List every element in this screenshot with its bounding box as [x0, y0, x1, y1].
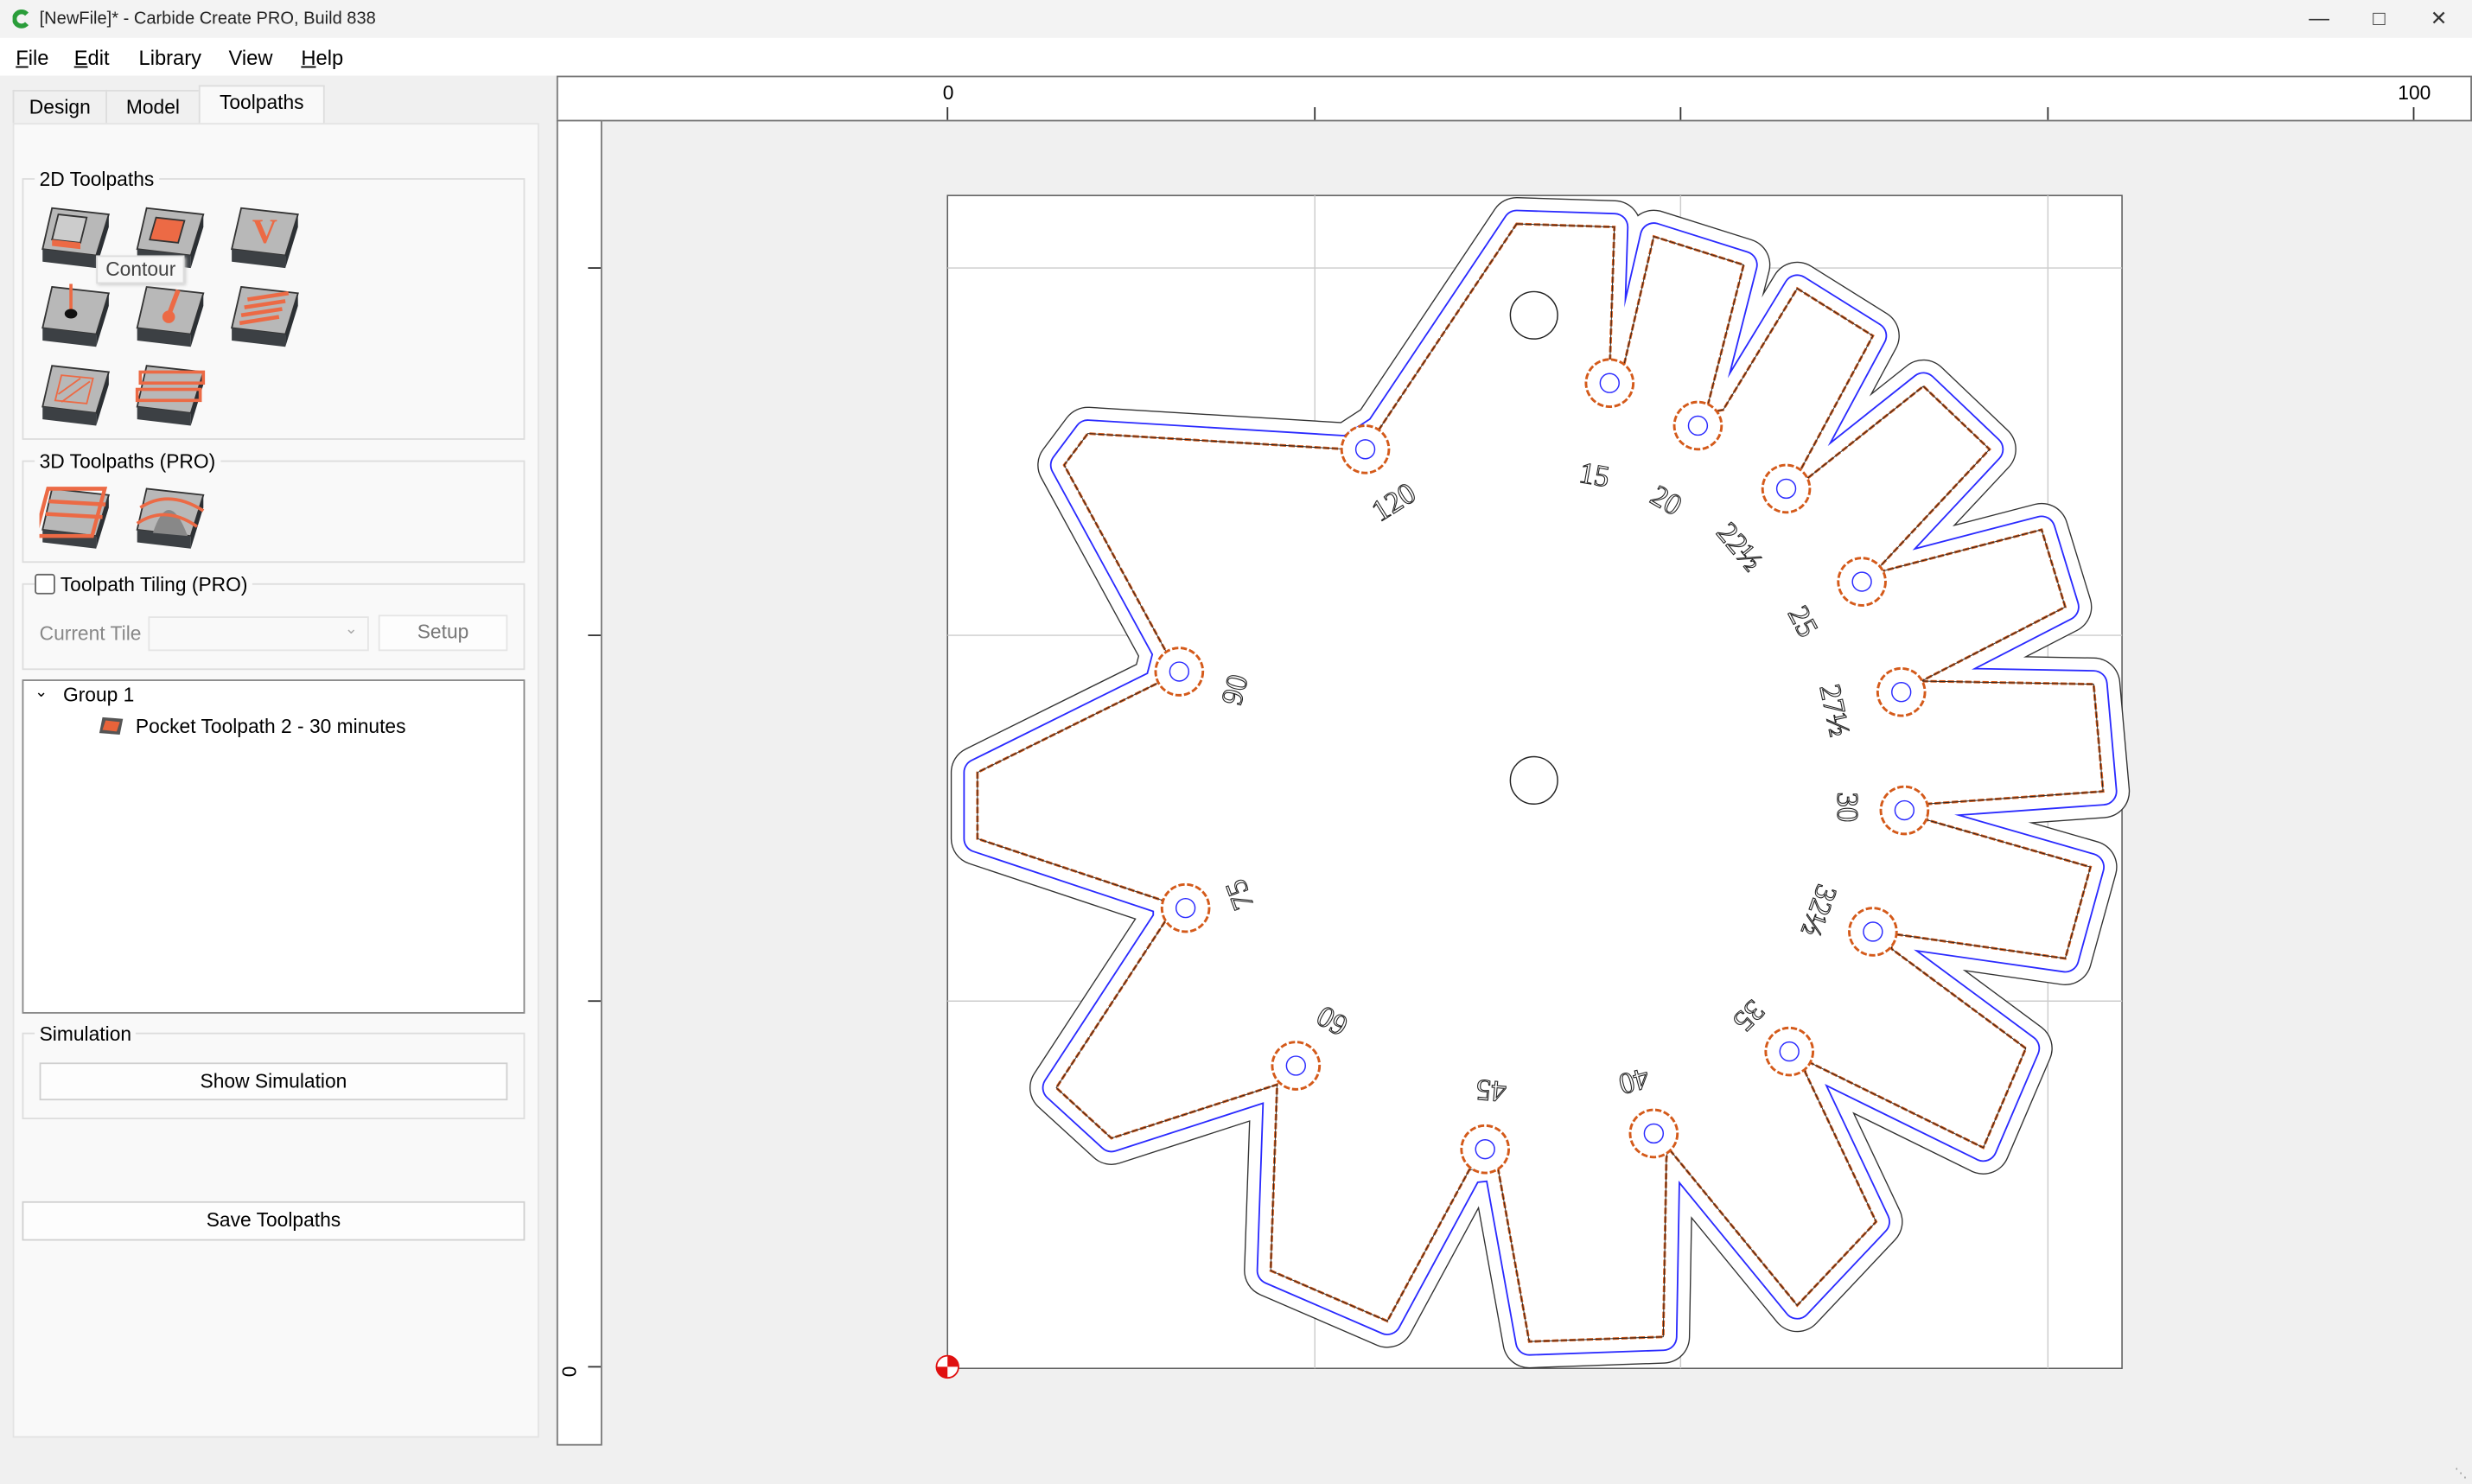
tiling-group	[22, 583, 526, 671]
3d-finish-icon[interactable]	[134, 486, 207, 558]
2d-toolpaths-group	[22, 178, 526, 440]
rough-icon[interactable]	[134, 363, 207, 436]
ruler-label: 100	[2398, 81, 2431, 105]
3d-toolpaths-group	[22, 460, 526, 564]
contour-tooltip: Contour	[96, 255, 186, 284]
menu-bar: File Edit Library View Help	[0, 37, 2472, 76]
tab-toolpaths[interactable]: Toolpaths	[198, 85, 325, 125]
resize-grip-icon[interactable]: ⋱	[2454, 1466, 2468, 1481]
tiling-toggle[interactable]: Toolpath Tiling (PRO)	[35, 573, 252, 596]
tree-item[interactable]: Pocket Toolpath 2 - 30 minutes	[135, 716, 406, 738]
setup-button[interactable]: Setup	[378, 615, 508, 652]
ruler-left[interactable]: 0	[556, 119, 602, 1446]
3d-toolpaths-title: 3D Toolpaths (PRO)	[35, 450, 220, 474]
simulation-title: Simulation	[35, 1022, 137, 1046]
tiling-checkbox[interactable]	[35, 573, 55, 595]
window-title: [NewFile]* - Carbide Create PRO, Build 8…	[39, 9, 376, 29]
tiling-label: Toolpath Tiling (PRO)	[60, 573, 248, 596]
advanced-vcarve-icon[interactable]	[134, 283, 207, 356]
chevron-down-icon[interactable]: ⌄	[35, 684, 48, 702]
ruler-top[interactable]: 0 100	[556, 75, 2472, 122]
maximize-button[interactable]: □	[2373, 6, 2386, 30]
close-button[interactable]: ✕	[2430, 6, 2448, 30]
current-tile-label: Current Tile	[39, 622, 142, 646]
menu-file[interactable]: File	[16, 45, 49, 70]
ruler-label: 0	[942, 81, 954, 105]
save-toolpaths-button[interactable]: Save Toolpaths	[22, 1201, 526, 1241]
minimize-button[interactable]: —	[2309, 6, 2329, 30]
design-canvas[interactable]	[556, 75, 2472, 1444]
texture-icon[interactable]	[228, 283, 301, 356]
menu-view[interactable]: View	[228, 45, 273, 70]
vcarve-icon[interactable]: V	[228, 205, 301, 277]
show-simulation-button[interactable]: Show Simulation	[39, 1062, 508, 1101]
2d-toolpaths-title: 2D Toolpaths	[35, 169, 159, 191]
menu-edit[interactable]: Edit	[73, 45, 110, 70]
tree-group-label[interactable]: Group 1	[62, 684, 135, 707]
menu-library[interactable]: Library	[138, 45, 202, 70]
chevron-down-icon: ⌄	[344, 621, 359, 639]
menu-help[interactable]: Help	[301, 45, 344, 70]
toolpath-tree	[22, 679, 526, 1014]
tab-model[interactable]: Model	[105, 89, 201, 125]
hatch-icon[interactable]	[40, 363, 112, 436]
pocket-toolpath-icon	[99, 717, 124, 735]
tab-design[interactable]: Design	[12, 89, 108, 125]
simulation-group	[22, 1032, 526, 1120]
ruler-label: 0	[558, 1366, 582, 1378]
svg-text:V: V	[252, 212, 277, 251]
current-tile-select[interactable]: ⌄	[148, 616, 369, 652]
contour-icon[interactable]	[40, 205, 112, 277]
3d-rough-icon[interactable]	[39, 486, 112, 558]
title-bar: [NewFile]* - Carbide Create PRO, Build 8…	[0, 0, 2472, 38]
drill-icon[interactable]	[40, 283, 112, 356]
app-logo-icon	[12, 9, 29, 29]
